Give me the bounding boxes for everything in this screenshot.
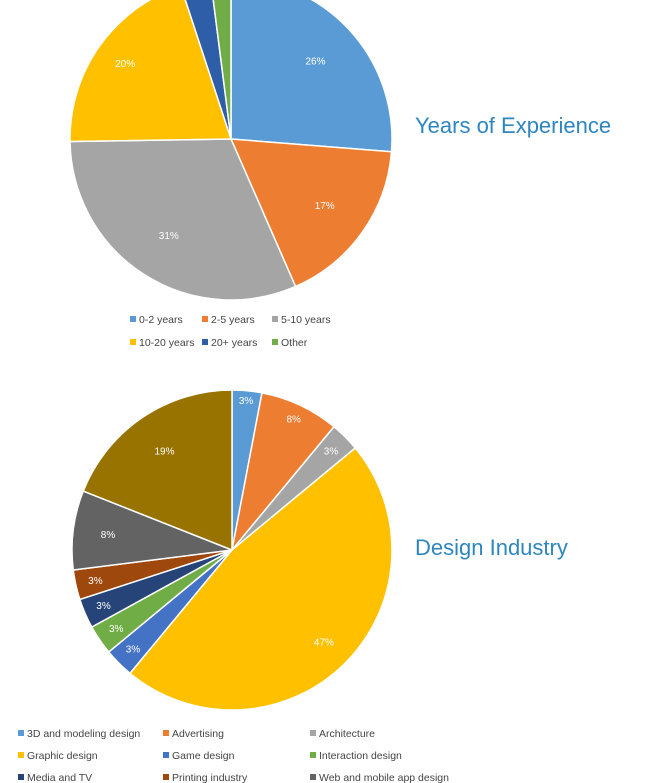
slice-label-2-5-years: 17%: [315, 201, 335, 212]
slice-label-web-and-mobile-app-design: 8%: [101, 530, 116, 541]
slice-label-printing-industry: 3%: [88, 576, 103, 587]
legend-swatch: [310, 730, 316, 736]
slice-label-other: 19%: [154, 446, 174, 457]
legend-label: 20+ years: [211, 337, 257, 349]
legend-swatch: [310, 752, 316, 758]
slice-label-0-2-years: 26%: [305, 57, 325, 68]
legend-label: Media and TV: [27, 772, 92, 783]
pie-slices: [69, 0, 393, 301]
slice-label-5-10-years: 31%: [159, 231, 179, 242]
legend-label: 3D and modeling design: [27, 728, 140, 740]
legend-label: Interaction design: [319, 750, 402, 762]
legend-label: 2-5 years: [211, 314, 255, 326]
pie-slice-2-5-years: [229, 138, 393, 288]
legend-label: Advertising: [172, 728, 224, 740]
legend-label: Web and mobile app design: [319, 772, 449, 783]
pie-slice-graphic-design: [128, 446, 393, 711]
pie-slice-5-10-years: [69, 138, 297, 301]
legend-label: 10-20 years: [139, 337, 194, 349]
legend-swatch: [310, 774, 316, 780]
legend-label: 5-10 years: [281, 314, 331, 326]
slice-label-advertising: 8%: [286, 414, 301, 425]
legend-label: 0-2 years: [139, 314, 183, 326]
legend-item-advertising: Advertising: [163, 728, 224, 740]
legend-item-3d-and-modeling-design: 3D and modeling design: [18, 728, 140, 740]
legend-swatch: [130, 316, 136, 322]
pie-slice-labels: 3%8%3%47%3%3%3%3%8%19%: [88, 396, 338, 655]
legend-label: Graphic design: [27, 750, 98, 762]
slice-label-10-20-years: 20%: [115, 59, 135, 70]
legend-item-architecture: Architecture: [310, 728, 375, 740]
pie-slice-0-2-years: [230, 0, 393, 153]
legend-swatch: [18, 730, 24, 736]
legend-swatch: [163, 730, 169, 736]
chart-title-years-of-experience: Years of Experience: [415, 113, 611, 138]
legend-swatch: [272, 316, 278, 322]
slice-label-architecture: 3%: [324, 447, 339, 458]
slice-label-media-and-tv: 3%: [96, 601, 111, 612]
slice-label-game-design: 3%: [126, 645, 141, 656]
legend-item-2-5-years: 2-5 years: [202, 314, 255, 326]
legend-swatch: [18, 752, 24, 758]
legend-item-printing-industry: Printing industry: [163, 772, 248, 783]
legend-swatch: [130, 339, 136, 345]
design-industry-chart: 3%8%3%47%3%3%3%3%8%19% Design Industry 3…: [18, 389, 568, 783]
legend-swatch: [202, 339, 208, 345]
legend-swatch: [163, 774, 169, 780]
legend-swatch: [163, 752, 169, 758]
legend-label: Architecture: [319, 728, 375, 740]
legend-item-interaction-design: Interaction design: [310, 750, 402, 762]
legend-swatch: [272, 339, 278, 345]
legend-swatch: [202, 316, 208, 322]
legend-years-of-experience: 0-2 years 2-5 years 5-10 years 10-20 years 2…: [130, 314, 331, 349]
legend-label: Printing industry: [172, 772, 248, 783]
legend-design-industry: 3D and modeling design Advertising Archite…: [18, 728, 449, 783]
slice-label-3d-and-modeling-design: 3%: [239, 396, 254, 407]
pie-slice-other: [212, 0, 232, 140]
legend-item-20-years: 20+ years: [202, 337, 257, 349]
legend-item-graphic-design: Graphic design: [18, 750, 98, 762]
legend-item-0-2-years: 0-2 years: [130, 314, 183, 326]
legend-swatch: [18, 774, 24, 780]
pie-slice-labels: 26% 17% 31% 20%: [115, 57, 335, 243]
slice-label-graphic-design: 47%: [314, 637, 334, 648]
slice-label-interaction-design: 3%: [109, 624, 124, 635]
legend-item-5-10-years: 5-10 years: [272, 314, 331, 326]
legend-item-10-20-years: 10-20 years: [130, 337, 194, 349]
years-of-experience-chart: 26% 17% 31% 20% Years of Experience 0-2 yea…: [69, 0, 611, 349]
legend-item-media-and-tv: Media and TV: [18, 772, 92, 783]
pie-slice-other: [82, 389, 233, 552]
pie-slices: [71, 389, 393, 711]
legend-item-web-and-mobile-app-design: Web and mobile app design: [310, 772, 449, 783]
legend-item-other: Other: [272, 337, 308, 349]
legend-label: Game design: [172, 750, 235, 762]
legend-item-game-design: Game design: [163, 750, 235, 762]
pie-slice-10-20-years: [69, 0, 233, 143]
chart-title-design-industry: Design Industry: [415, 535, 568, 560]
pie-slice-20-years: [184, 0, 232, 140]
legend-label: Other: [281, 337, 308, 349]
